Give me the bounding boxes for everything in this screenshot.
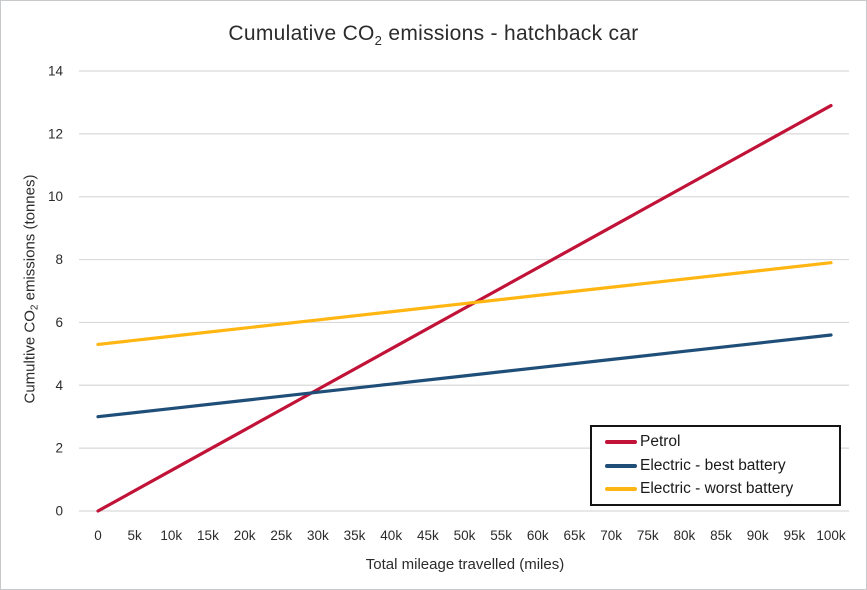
x-tick-label: 20k: [234, 528, 256, 543]
x-tick-label: 85k: [710, 528, 732, 543]
y-tick-label: 2: [55, 441, 63, 456]
x-tick-label: 45k: [417, 528, 439, 543]
x-tick-label: 10k: [160, 528, 182, 543]
y-tick-label: 12: [48, 126, 63, 141]
chart-title-suffix: emissions - hatchback car: [382, 22, 639, 45]
x-tick-label: 35k: [344, 528, 366, 543]
x-axis-title: Total mileage travelled (miles): [365, 556, 565, 573]
y-tick-label: 4: [55, 378, 63, 393]
x-tick-label: 95k: [783, 528, 805, 543]
y-tick-label: 8: [55, 252, 63, 267]
y-tick-label: 0: [55, 504, 63, 519]
x-tick-label: 90k: [747, 528, 769, 543]
y-axis-title-text: Cumultive CO: [21, 310, 39, 404]
y-axis-title-subscript: 2: [29, 304, 41, 311]
chart-title-text: Cumulative CO: [228, 22, 375, 45]
x-tick-label: 75k: [637, 528, 659, 543]
legend-line-swatch-electric-worst: [605, 487, 637, 492]
legend-item-electric-best: Electric - best battery: [605, 454, 835, 478]
y-tick-label: 6: [55, 315, 63, 330]
legend: Petrol Electric - best battery Electric …: [590, 425, 841, 506]
series-line-petrol: [96, 103, 833, 513]
x-tick-label: 70k: [600, 528, 622, 543]
legend-item-electric-worst: Electric - worst battery: [605, 477, 835, 501]
x-tick-label: 65k: [564, 528, 586, 543]
chart-title: Cumulative CO2 emissions - hatchback car: [1, 22, 866, 48]
y-tick-label: 10: [48, 189, 63, 204]
x-tick-label: 0: [94, 528, 102, 543]
x-tick-label: 15k: [197, 528, 219, 543]
y-axis-title: Cumultive CO2 emissions (tonnes): [22, 175, 41, 404]
x-tick-label: 30k: [307, 528, 329, 543]
legend-label: Petrol: [640, 433, 681, 451]
x-tick-label: 60k: [527, 528, 549, 543]
y-tick-label: 14: [48, 64, 64, 79]
x-tick-label: 100k: [816, 528, 846, 543]
series-line-electric-best-battery: [96, 333, 833, 419]
x-tick-label: 50k: [454, 528, 476, 543]
x-tick-label: 25k: [270, 528, 292, 543]
series-line-electric-worst-battery: [96, 261, 833, 347]
legend-line-swatch-petrol: [605, 439, 637, 444]
legend-label: Electric - best battery: [640, 456, 786, 474]
chart-title-subscript: 2: [374, 33, 383, 48]
x-tick-label: 80k: [674, 528, 696, 543]
legend-label: Electric - worst battery: [640, 480, 794, 498]
y-axis-title-suffix: emissions (tonnes): [21, 174, 39, 305]
x-tick-label: 5k: [128, 528, 143, 543]
x-tick-label: 40k: [380, 528, 402, 543]
legend-line-swatch-electric-best: [605, 463, 637, 468]
legend-item-petrol: Petrol: [605, 430, 835, 454]
x-tick-label: 55k: [490, 528, 512, 543]
